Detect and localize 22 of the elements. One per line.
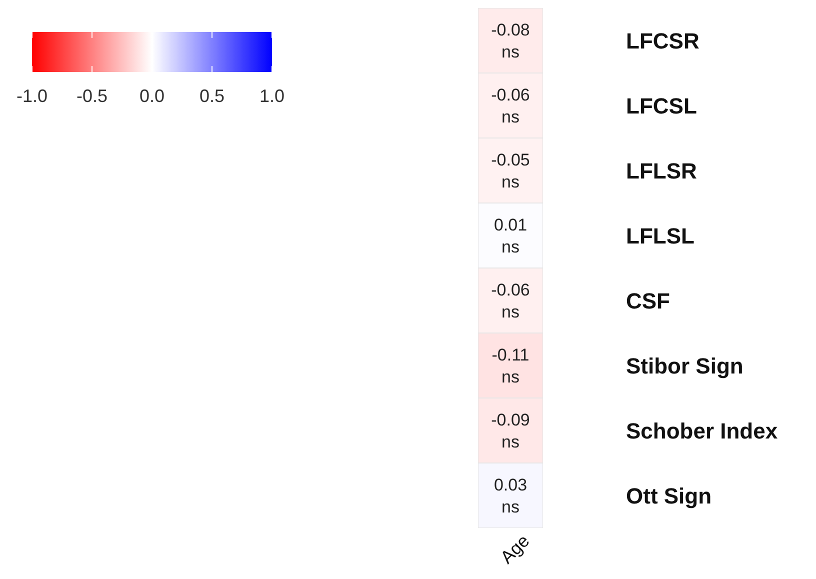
color-bar-label: 0.0 xyxy=(139,86,165,106)
color-bar-label: 0.5 xyxy=(199,86,225,106)
data-label: -0.08 ns xyxy=(491,20,530,62)
data-label: -0.06 ns xyxy=(491,86,530,126)
data-label: 0.01 ns xyxy=(494,216,528,256)
y-tick-label: LFCSL xyxy=(626,93,697,118)
data-label: -0.06 ns xyxy=(491,280,530,322)
y-tick-label: LFLSL xyxy=(626,223,694,248)
y-tick-label: Stibor Sign xyxy=(626,353,744,378)
color-bar-label: 1.0 xyxy=(259,86,285,106)
y-tick-label: LFLSR xyxy=(626,158,697,184)
data-label: -0.05 ns xyxy=(491,150,530,192)
data-label: -0.11 ns xyxy=(492,346,530,386)
x-tick-label: Age xyxy=(496,530,534,568)
y-tick-label: CSF xyxy=(626,288,670,314)
data-label: -0.09 ns xyxy=(491,410,530,452)
color-bar-label: -0.5 xyxy=(76,86,108,106)
color-bar-label: -1.0 xyxy=(16,86,48,106)
data-label: 0.03 ns xyxy=(494,476,528,516)
y-tick-label: Ott Sign xyxy=(626,483,712,508)
y-tick-label: LFCSR xyxy=(626,28,700,54)
y-tick-label: Schober Index xyxy=(626,418,778,444)
